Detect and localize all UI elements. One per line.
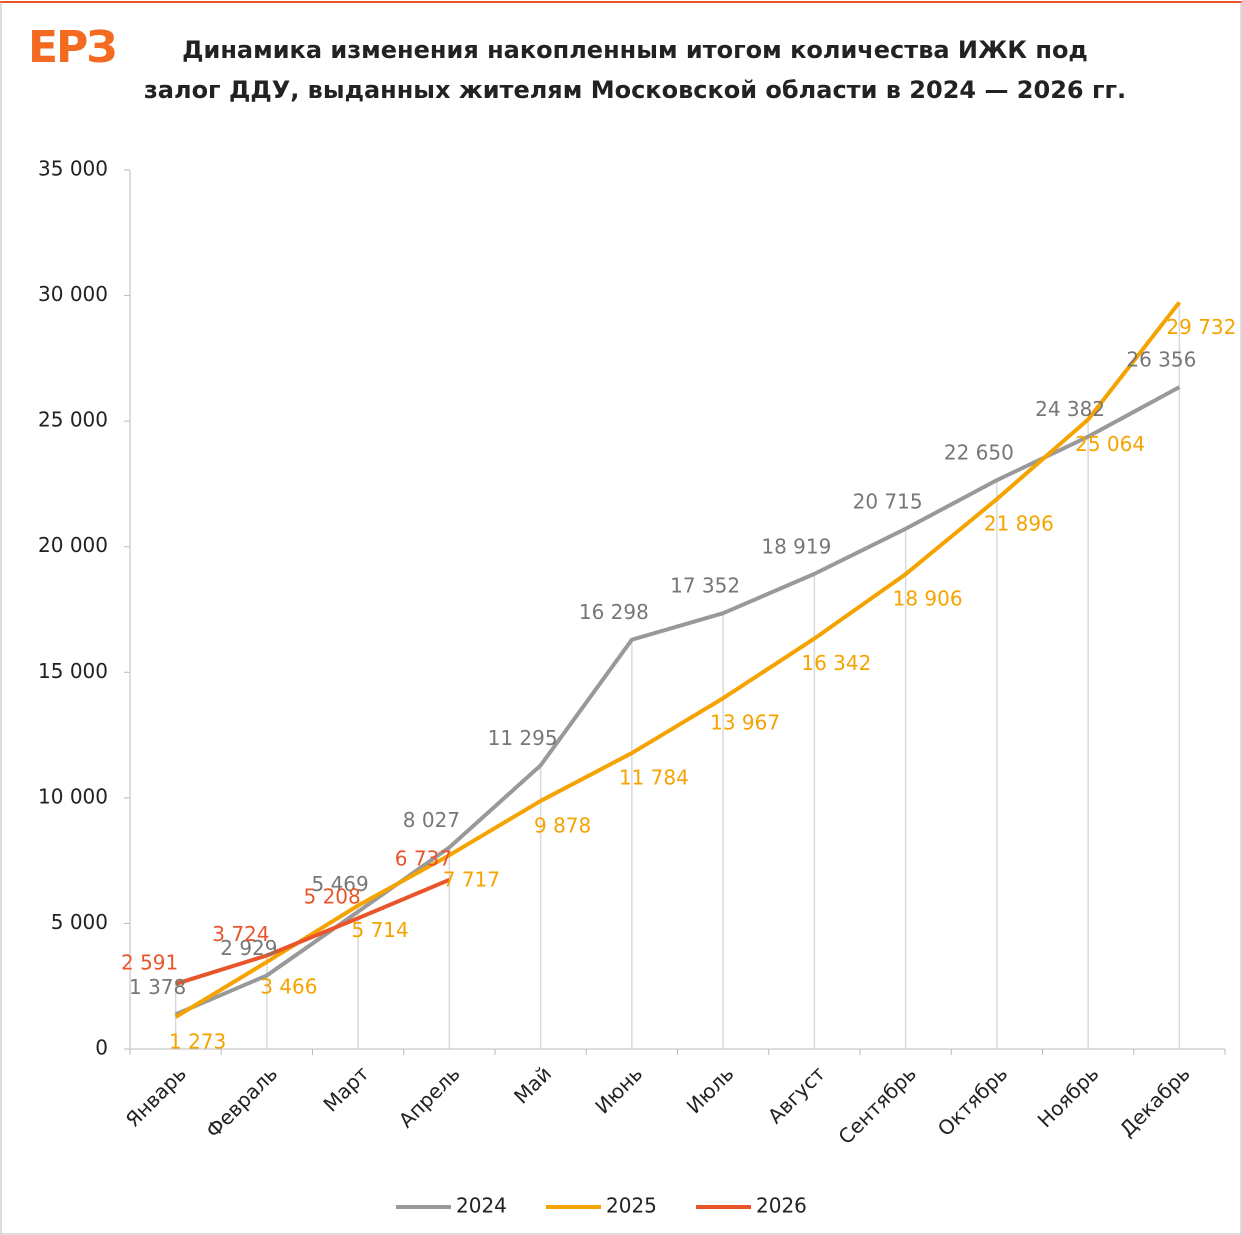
legend-label: 2024 [456,1194,507,1218]
data-label: 7 717 [443,868,500,892]
data-label: 6 737 [395,846,452,870]
series-line [174,385,1181,1017]
data-label: 17 352 [670,574,740,598]
data-label: 22 650 [944,441,1014,465]
y-tick-label: 5 000 [51,910,108,934]
x-tick-label: Декабрь [1115,1061,1195,1141]
data-label: 11 295 [488,726,558,750]
data-label: 5 714 [351,918,408,942]
data-label: 3 466 [260,974,317,998]
data-label: 2 591 [121,950,178,974]
data-label: 1 273 [169,1030,226,1054]
data-label: 3 724 [212,922,269,946]
data-label: 13 967 [710,711,780,735]
x-tick-label: Июль [682,1061,739,1118]
chart-title: Динамика изменения накопленным итогом ко… [143,36,1127,104]
y-tick-label: 0 [95,1036,108,1060]
series-line [175,877,451,986]
data-label: 25 064 [1075,432,1145,456]
y-tick-label: 30 000 [38,282,108,306]
data-label: 5 208 [303,885,360,909]
y-tick-label: 35 000 [38,157,108,181]
x-tick-label: Ноябрь [1033,1061,1104,1132]
legend-label: 2025 [606,1194,657,1218]
data-label: 26 356 [1126,348,1196,372]
x-tick-label: Февраль [201,1061,282,1142]
data-label: 8 027 [403,808,460,832]
data-label: 2 929 [220,936,277,960]
x-tick-label: Апрель [394,1061,465,1132]
data-label: 1 378 [129,975,186,999]
data-label: 20 715 [853,489,923,513]
x-tick-label: Октябрь [933,1061,1012,1140]
data-label: 24 382 [1035,397,1105,421]
data-label: 5 469 [311,872,368,896]
legend-label: 2026 [756,1194,807,1218]
x-tick-label: Май [509,1061,556,1108]
data-label: 16 342 [801,651,871,675]
y-tick-label: 25 000 [38,408,108,432]
logo: ЕРЗ [28,22,118,73]
data-label: 29 732 [1166,315,1236,339]
y-tick-label: 10 000 [38,784,108,808]
data-label: 9 878 [534,813,591,837]
y-tick-label: 15 000 [38,659,108,683]
data-label: 16 298 [579,600,649,624]
data-label: 18 906 [893,587,963,611]
data-label: 11 784 [619,766,689,790]
data-label: 18 919 [761,534,831,558]
x-tick-label: Сентябрь [833,1061,921,1149]
data-label: 21 896 [984,512,1054,536]
x-tick-label: Август [763,1061,830,1128]
series-line [174,301,1181,1019]
x-tick-label: Июнь [590,1061,647,1118]
x-tick-label: Январь [121,1061,191,1131]
y-tick-label: 20 000 [38,533,108,557]
x-tick-label: Март [318,1061,373,1116]
